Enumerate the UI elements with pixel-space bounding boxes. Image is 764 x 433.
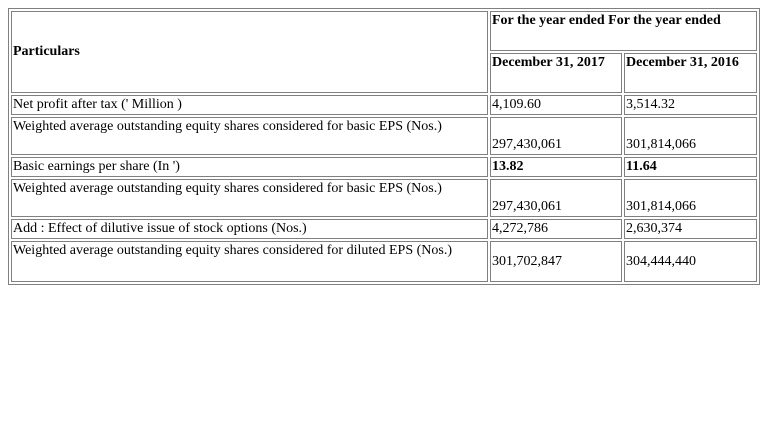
header-row-dates: December 31, 2017 December 31, 2016 [11,53,757,93]
header-date-2016: December 31, 2016 [624,53,757,93]
row-label: Weighted average outstanding equity shar… [11,179,488,217]
row-value-2016: 301,814,066 [624,117,757,155]
row-value-2017: 4,272,786 [490,219,622,239]
table-row: Basic earnings per share (In ') 13.82 11… [11,157,757,177]
row-value-2016: 11.64 [624,157,757,177]
row-value-2016: 304,444,440 [624,241,757,282]
header-particulars: Particulars [11,11,488,93]
table-row: Add : Effect of dilutive issue of stock … [11,219,757,239]
eps-table: Particulars For the year ended For the y… [8,8,760,285]
row-label: Add : Effect of dilutive issue of stock … [11,219,488,239]
row-value-2016: 3,514.32 [624,95,757,115]
row-value-2016: 301,814,066 [624,179,757,217]
eps-table-container: Particulars For the year ended For the y… [8,8,760,285]
table-row: Weighted average outstanding equity shar… [11,117,757,155]
row-value-2017: 13.82 [490,157,622,177]
table-row: Weighted average outstanding equity shar… [11,179,757,217]
header-date-2017: December 31, 2017 [490,53,622,93]
row-label: Basic earnings per share (In ') [11,157,488,177]
row-label: Weighted average outstanding equity shar… [11,117,488,155]
table-row: Weighted average outstanding equity shar… [11,241,757,282]
row-label: Weighted average outstanding equity shar… [11,241,488,282]
row-value-2016: 2,630,374 [624,219,757,239]
row-value-2017: 4,109.60 [490,95,622,115]
row-value-2017: 297,430,061 [490,179,622,217]
header-period: For the year ended For the year ended [490,11,757,51]
table-row: Net profit after tax (' Million ) 4,109.… [11,95,757,115]
row-label: Net profit after tax (' Million ) [11,95,488,115]
row-value-2017: 297,430,061 [490,117,622,155]
header-row-period: Particulars For the year ended For the y… [11,11,757,93]
row-value-2017: 301,702,847 [490,241,622,282]
